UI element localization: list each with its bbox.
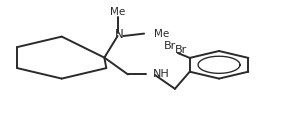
Text: N: N xyxy=(115,28,123,41)
Text: Me: Me xyxy=(154,29,170,39)
Text: Me: Me xyxy=(110,7,125,17)
Text: NH: NH xyxy=(153,69,170,79)
Text: Br: Br xyxy=(175,45,187,55)
Text: Br: Br xyxy=(164,41,176,51)
